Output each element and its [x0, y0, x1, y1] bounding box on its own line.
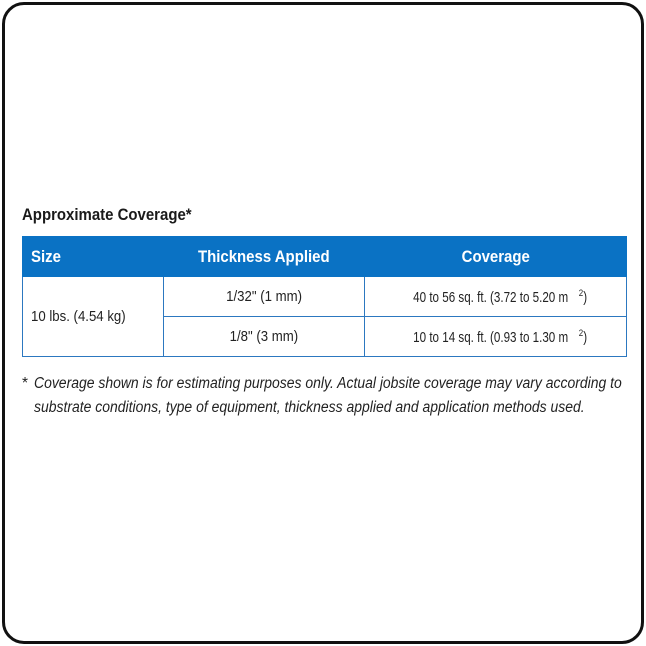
- footnote: * Coverage shown is for estimating purpo…: [22, 372, 632, 419]
- coverage-table: Size Thickness Applied Coverage 10 lbs. …: [22, 236, 627, 357]
- size-cell: 10 lbs. (4.54 kg): [22, 276, 164, 357]
- header-thickness: Thickness Applied: [163, 236, 365, 277]
- thickness-cell: 1/32" (1 mm): [163, 276, 365, 317]
- table-row: 10 lbs. (4.54 kg) 1/32" (1 mm) 40 to 56 …: [22, 276, 627, 357]
- coverage-cell: 10 to 14 sq. ft. (0.93 to 1.30 m 2): [364, 316, 627, 357]
- table-row: 1/8" (3 mm) 10 to 14 sq. ft. (0.93 to 1.…: [23, 316, 627, 357]
- section-title: Approximate Coverage*: [22, 205, 192, 224]
- header-size: Size: [22, 236, 164, 277]
- thickness-cell: 1/8" (3 mm): [163, 316, 365, 357]
- footnote-text: Coverage shown is for estimating purpose…: [34, 375, 622, 416]
- header-coverage: Coverage: [364, 236, 627, 277]
- footnote-marker: *: [22, 375, 29, 392]
- coverage-cell: 40 to 56 sq. ft. (3.72 to 5.20 m 2): [364, 276, 627, 317]
- table-header-row: Size Thickness Applied Coverage: [22, 236, 627, 277]
